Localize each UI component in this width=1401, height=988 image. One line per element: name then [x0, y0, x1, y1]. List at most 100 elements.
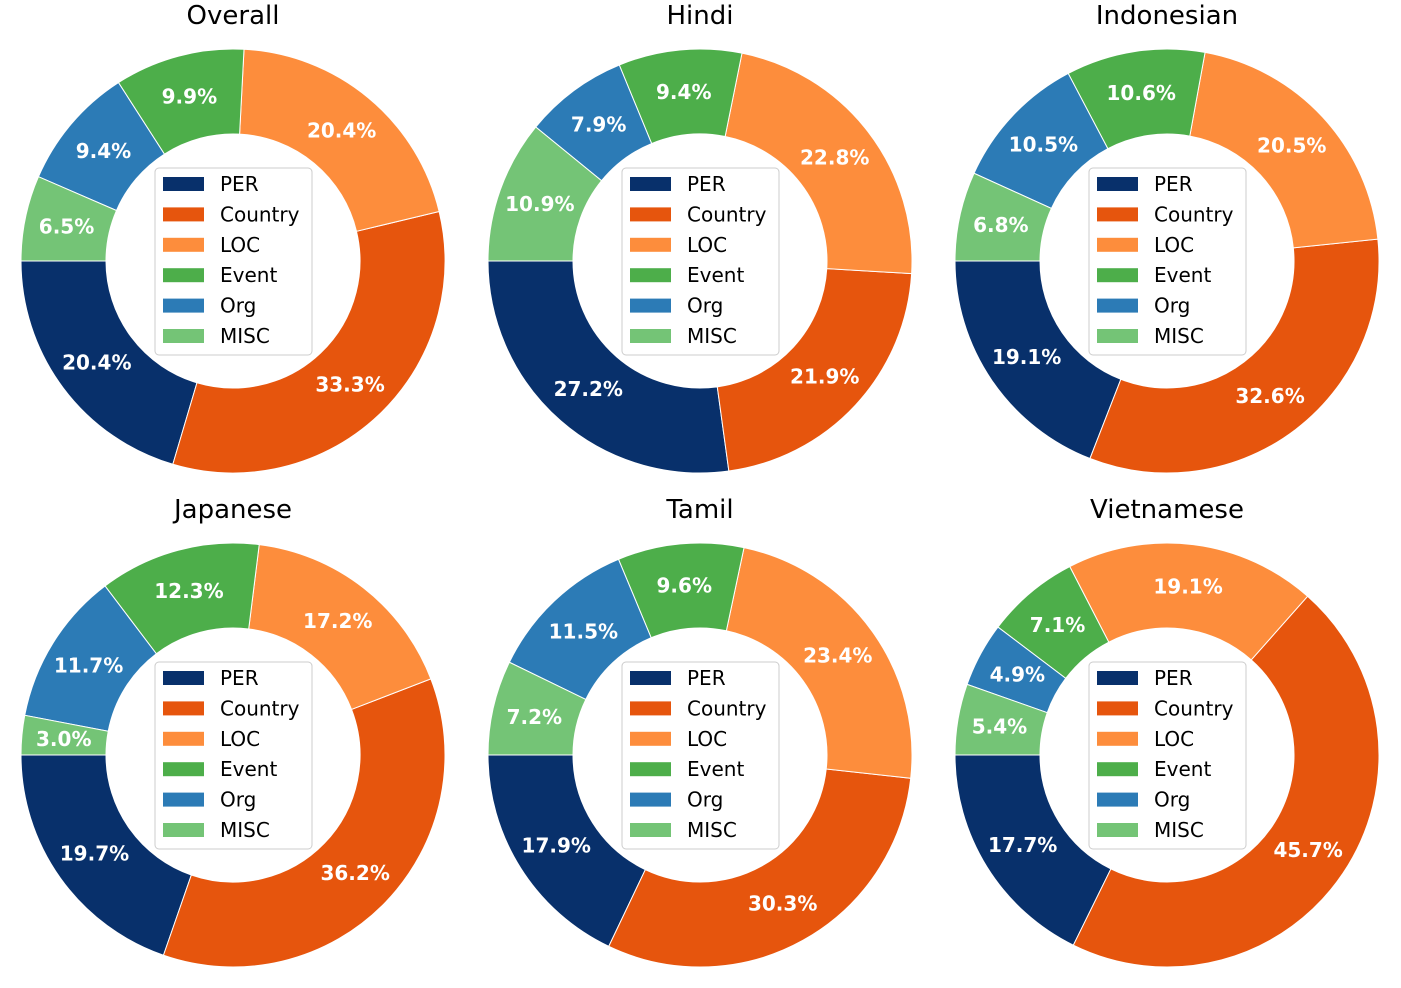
- legend-swatch-misc: [163, 329, 204, 343]
- legend-label-loc: LOC: [687, 233, 727, 257]
- chart-title: Hindi: [667, 1, 734, 31]
- legend-swatch-event: [630, 762, 671, 777]
- legend-label-event: Event: [220, 757, 277, 781]
- legend-swatch-org: [163, 792, 204, 807]
- legend-label-event: Event: [687, 757, 744, 781]
- legend: PER Country LOC Event Org MISC: [621, 167, 780, 356]
- percent-label-loc: 17.2%: [303, 609, 372, 633]
- legend-label-misc: MISC: [220, 818, 270, 842]
- percent-label-per: 19.7%: [60, 842, 129, 866]
- percent-label-event: 9.6%: [657, 574, 712, 598]
- percent-label-loc: 23.4%: [803, 643, 872, 667]
- legend-label-country: Country: [220, 696, 300, 720]
- percent-label-country: 45.7%: [1273, 838, 1342, 862]
- percent-label-event: 10.6%: [1107, 81, 1176, 105]
- legend-label-org: Org: [220, 294, 256, 318]
- chart-title: Overall: [187, 1, 280, 31]
- legend-swatch-loc: [630, 237, 671, 252]
- legend-label-misc: MISC: [1154, 324, 1204, 348]
- percent-label-per: 20.4%: [62, 351, 131, 375]
- percent-label-misc: 5.4%: [972, 714, 1027, 738]
- legend-swatch-org: [1097, 792, 1138, 807]
- legend-swatch-event: [163, 268, 204, 283]
- legend-swatch-misc: [1097, 823, 1138, 837]
- legend-swatch-event: [1097, 268, 1138, 283]
- legend-label-org: Org: [687, 788, 723, 812]
- donut-hindi: Hindi 27.2% 21.9% 22.8% 9.4% 7.9% 10.9% PER Coun…: [487, 1, 913, 474]
- legend-swatch-country: [1097, 701, 1138, 716]
- legend-swatch-loc: [163, 237, 204, 252]
- percent-label-per: 19.1%: [992, 345, 1061, 369]
- slice-misc: [954, 172, 1053, 262]
- legend-label-org: Org: [220, 788, 256, 812]
- legend-swatch-country: [1097, 207, 1138, 222]
- chart-title: Indonesian: [1096, 1, 1238, 31]
- legend: PER Country LOC Event Org MISC: [621, 661, 780, 850]
- legend-label-country: Country: [687, 696, 767, 720]
- slice-loc: [1189, 51, 1379, 249]
- legend-label-country: Country: [1154, 696, 1234, 720]
- percent-label-misc: 6.5%: [39, 214, 94, 238]
- legend-swatch-country: [630, 701, 671, 716]
- legend-label-org: Org: [1154, 294, 1190, 318]
- legend-swatch-misc: [630, 823, 671, 837]
- legend-label-misc: MISC: [1154, 818, 1204, 842]
- legend-swatch-event: [1097, 762, 1138, 777]
- percent-label-event: 9.4%: [656, 80, 711, 104]
- slice-misc: [954, 683, 1048, 756]
- percent-label-org: 4.9%: [990, 662, 1045, 686]
- slice-loc: [724, 52, 913, 275]
- percent-label-per: 27.2%: [554, 377, 623, 401]
- legend-label-country: Country: [220, 202, 300, 226]
- percent-label-loc: 20.5%: [1257, 134, 1326, 158]
- legend: PER Country LOC Event Org MISC: [154, 661, 313, 850]
- legend-label-misc: MISC: [687, 324, 737, 348]
- percent-label-org: 11.7%: [54, 653, 123, 677]
- slice-country: [172, 210, 446, 474]
- percent-label-loc: 19.1%: [1153, 574, 1222, 598]
- slice-country: [1072, 595, 1380, 968]
- slice-misc: [487, 126, 603, 262]
- chart-title: Tamil: [665, 495, 733, 525]
- legend-label-org: Org: [1154, 788, 1190, 812]
- legend-swatch-org: [630, 792, 671, 807]
- legend-swatch-event: [630, 268, 671, 283]
- legend-swatch-country: [163, 207, 204, 222]
- chart-title: Vietnamese: [1090, 495, 1244, 525]
- slice-misc: [20, 176, 118, 262]
- percent-label-org: 11.5%: [549, 619, 618, 643]
- chart-title: Japanese: [172, 495, 292, 525]
- donut-tamil: Tamil 17.9% 30.3% 23.4% 9.6% 11.5% 7.2% PER Coun…: [487, 495, 913, 968]
- percent-label-loc: 20.4%: [307, 118, 376, 142]
- legend-swatch-misc: [630, 329, 671, 343]
- donut-vietnamese: Vietnamese 17.7% 45.7% 19.1% 7.1% 4.9% 5.4% PER…: [954, 495, 1380, 968]
- slice-country: [1089, 238, 1380, 474]
- legend-label-misc: MISC: [220, 324, 270, 348]
- percent-label-misc: 6.8%: [973, 213, 1028, 237]
- percent-label-country: 21.9%: [790, 364, 859, 388]
- legend-label-loc: LOC: [1154, 233, 1194, 257]
- legend-label-country: Country: [1154, 202, 1234, 226]
- legend-label-loc: LOC: [220, 233, 260, 257]
- legend-swatch-misc: [1097, 329, 1138, 343]
- percent-label-org: 7.9%: [571, 113, 626, 137]
- legend-swatch-country: [163, 701, 204, 716]
- legend-swatch-per: [630, 671, 671, 685]
- legend-label-loc: LOC: [220, 727, 260, 751]
- legend-label-misc: MISC: [687, 818, 737, 842]
- legend-swatch-loc: [630, 731, 671, 746]
- percent-label-org: 9.4%: [76, 139, 131, 163]
- percent-label-misc: 10.9%: [505, 192, 574, 216]
- legend-label-per: PER: [220, 172, 259, 196]
- slice-per: [20, 260, 198, 465]
- percent-label-country: 33.3%: [315, 372, 384, 396]
- percent-label-country: 30.3%: [748, 892, 817, 916]
- slice-per: [487, 260, 730, 474]
- legend-swatch-per: [1097, 671, 1138, 685]
- legend-label-per: PER: [1154, 172, 1193, 196]
- legend: PER Country LOC Event Org MISC: [1088, 661, 1247, 850]
- percent-label-per: 17.9%: [522, 834, 591, 858]
- percent-label-event: 7.1%: [1030, 613, 1085, 637]
- legend-swatch-per: [1097, 177, 1138, 191]
